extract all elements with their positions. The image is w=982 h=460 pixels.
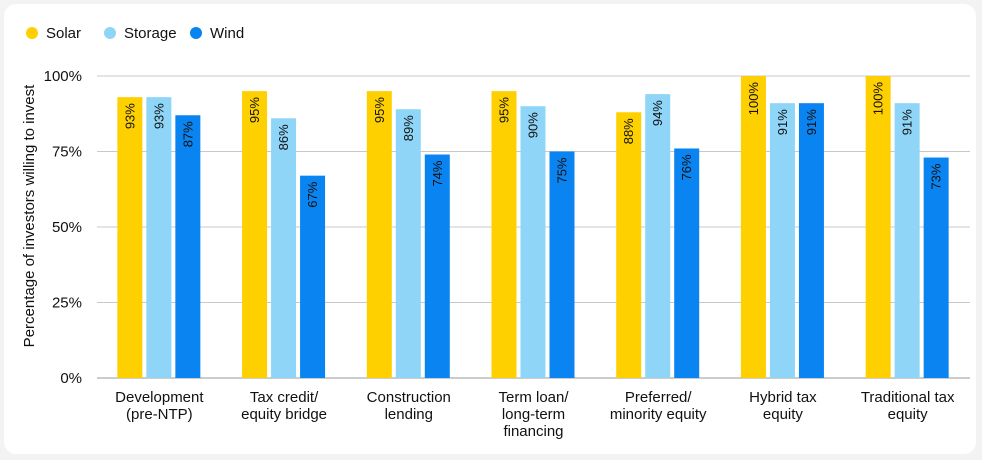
data-label: 93% — [151, 103, 166, 129]
bar-solar — [491, 91, 517, 378]
y-tick-label: 75% — [52, 144, 82, 161]
x-category-label: Preferred/minority equity — [610, 389, 707, 423]
bar-storage — [769, 103, 795, 379]
bar-storage — [645, 94, 671, 379]
data-label: 74% — [430, 160, 445, 186]
bar-solar — [616, 112, 642, 379]
data-label: 91% — [775, 109, 790, 135]
x-category-label: Development (pre-NTP) — [115, 389, 204, 423]
data-label: 87% — [180, 121, 195, 147]
bar-solar — [242, 91, 268, 378]
data-label: 94% — [650, 100, 665, 126]
bar-storage — [894, 103, 920, 379]
legend-swatch — [190, 27, 202, 39]
bar-wind — [549, 151, 575, 378]
bar-storage — [395, 109, 421, 378]
data-label: 95% — [372, 97, 387, 123]
data-label: 100% — [871, 82, 886, 116]
bar-solar — [117, 97, 143, 378]
legend-label: Wind — [210, 25, 244, 42]
legend-item-solar: Solar — [26, 25, 81, 42]
legend-item-storage: Storage — [104, 25, 177, 42]
bar-wind — [175, 115, 201, 378]
y-axis-ticks: 0% 25% 50% 75% 100% — [44, 68, 82, 387]
data-label: 86% — [276, 124, 291, 150]
data-label: 91% — [804, 109, 819, 135]
bar-storage — [520, 106, 546, 378]
data-label: 75% — [555, 157, 570, 183]
legend-swatch — [104, 27, 116, 39]
bar-storage — [146, 97, 172, 378]
y-tick-label: 25% — [52, 295, 82, 312]
x-category-label: Term loan/long-term financing — [498, 389, 569, 440]
data-label: 91% — [900, 109, 915, 135]
bar-wind — [674, 148, 700, 378]
data-label: 100% — [746, 82, 761, 116]
bar-solar — [740, 76, 766, 378]
legend: Solar Storage Wind — [26, 25, 244, 42]
data-label: 76% — [679, 154, 694, 180]
bar-storage — [271, 118, 297, 378]
y-tick-label: 100% — [44, 68, 82, 85]
x-category-label: Traditional tax equity — [861, 389, 955, 423]
data-label: 88% — [621, 118, 636, 144]
y-tick-label: 50% — [52, 219, 82, 236]
legend-label: Storage — [124, 25, 177, 42]
x-category-label: Construction lending — [367, 389, 451, 423]
data-label: 73% — [929, 163, 944, 189]
legend-swatch — [26, 27, 38, 39]
data-label: 95% — [497, 97, 512, 123]
bar-wind — [300, 175, 326, 378]
data-label: 67% — [305, 181, 320, 207]
data-label: 89% — [401, 115, 416, 141]
bars: 93% 93% 87% 95% 86% 67% 95% 89% 74% 95% 90% 75% 88% 9… — [117, 76, 949, 379]
y-axis-label: Percentage of investors willing to inves… — [21, 84, 38, 347]
data-label: 90% — [526, 112, 541, 138]
bar-wind — [424, 154, 450, 378]
legend-item-wind: Wind — [190, 25, 244, 42]
legend-label: Solar — [46, 25, 81, 42]
bar-wind — [923, 157, 949, 378]
x-category-label: Tax credit/equity bridge — [241, 389, 327, 423]
bar-solar — [366, 91, 392, 378]
data-label: 93% — [122, 103, 137, 129]
x-category-label: Hybrid tax equity — [749, 389, 817, 423]
bar-solar — [865, 76, 891, 378]
data-label: 95% — [247, 97, 262, 123]
x-axis-categories: Development (pre-NTP) Tax credit/equity br… — [115, 389, 955, 440]
y-tick-label: 0% — [60, 370, 82, 387]
bar-wind — [798, 103, 824, 379]
